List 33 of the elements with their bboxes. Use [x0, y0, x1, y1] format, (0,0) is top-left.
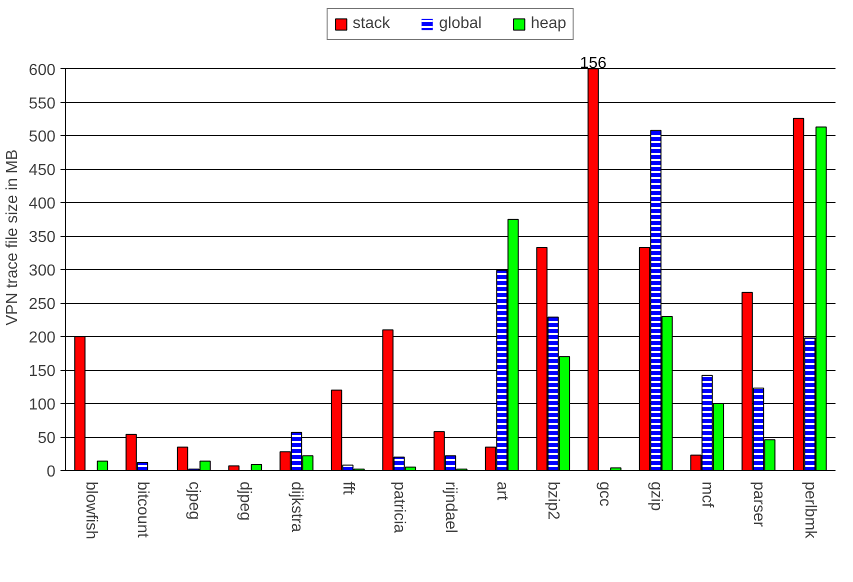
y-tick-label: 500 — [28, 128, 56, 146]
y-tick-label: 400 — [28, 196, 56, 213]
x-tick-label: mcf — [698, 482, 716, 508]
x-tick-label: blowfish — [82, 482, 100, 540]
x-tick-label: cjpeg — [185, 482, 202, 520]
y-tick-label: 350 — [28, 229, 56, 246]
y-tick-label: 450 — [28, 162, 56, 180]
x-tick-label: art — [493, 482, 510, 501]
y-tick-label: 150 — [28, 363, 56, 380]
x-tick-label: perlbmk — [801, 482, 818, 540]
legend-label: heap — [530, 15, 566, 33]
x-tick-label: parser — [750, 482, 767, 528]
y-tick-label: 50 — [38, 430, 56, 448]
x-tick-label: dijkstra — [288, 482, 305, 532]
x-tick-label: djpeg — [236, 482, 254, 521]
x-tick-label: bzip2 — [544, 482, 562, 520]
y-tick-label: 200 — [28, 330, 56, 347]
y-tick-label: 300 — [28, 262, 56, 280]
legend-label: global — [439, 15, 482, 33]
y-tick-label: 250 — [28, 296, 56, 314]
y-axis-title: VPN trace file size in MB — [4, 149, 21, 326]
x-tick-label: gzip — [647, 482, 664, 511]
x-tick-label: gcc — [596, 482, 613, 506]
x-tick-label: bitcount — [134, 482, 151, 538]
y-tick-label: 0 — [46, 464, 56, 480]
x-tick-label: rijndael — [442, 482, 459, 534]
annotation: 156 — [580, 54, 607, 72]
y-tick-label: 600 — [28, 62, 56, 79]
y-tick-label: 100 — [28, 396, 56, 414]
y-tick-label: 550 — [28, 95, 56, 112]
x-tick-label: fft — [339, 482, 356, 496]
legend-label: stack — [352, 15, 390, 33]
x-tick-label: patricia — [390, 482, 408, 534]
